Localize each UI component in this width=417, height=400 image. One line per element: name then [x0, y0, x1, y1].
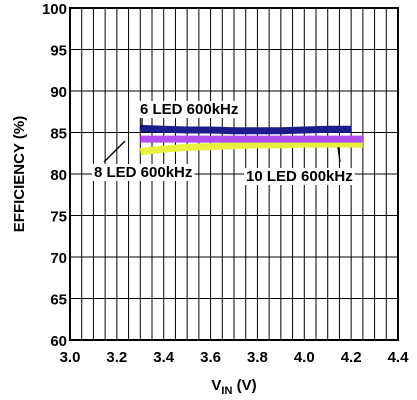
y-tick-label: 75: [50, 209, 67, 226]
annotation-10-led-background: [244, 168, 355, 185]
x-tick-label: 3.2: [106, 349, 127, 366]
x-tick-label: 4.0: [294, 349, 315, 366]
y-tick-label: 85: [50, 126, 67, 143]
annotation-8-led: 8 LED 600kHz: [94, 164, 192, 181]
x-axis-title: VIN (V): [211, 377, 256, 397]
annotation-10-led: 10 LED 600kHz: [246, 168, 353, 185]
x-tick-label: 3.4: [153, 349, 175, 366]
x-axis-title-main: V: [211, 377, 221, 394]
y-axis-title: EFFICIENCY (%): [11, 116, 28, 232]
series-line-3: [139, 140, 363, 156]
y-tick-label: 65: [50, 292, 67, 309]
y-tick-label: 70: [50, 250, 67, 267]
x-axis-title-unit: (V): [232, 377, 256, 394]
series-group: [139, 124, 363, 156]
y-tick-labels: 60 65 70 75 80 85 90 95 100: [42, 1, 67, 350]
y-tick-label: 100: [42, 1, 67, 18]
y-tick-label: 95: [50, 43, 67, 60]
x-axis-title-subscript: IN: [221, 385, 232, 397]
y-tick-label: 90: [50, 84, 67, 101]
x-tick-label: 3.6: [200, 349, 221, 366]
plot-frame: [69, 7, 399, 341]
y-tick-label: 80: [50, 167, 67, 184]
leader-line-8-led: [103, 140, 126, 163]
y-tick-label: 60: [50, 333, 67, 350]
x-tick-labels: 3.0 3.2 3.4 3.6 3.8 4.0 4.2 4.4: [60, 349, 410, 366]
annotation-8-led-background: [92, 164, 195, 181]
annotations: 6 LED 600kHz 8 LED 600kHz 10 LED 600kHz: [92, 101, 355, 185]
series-line-1: [140, 124, 352, 135]
annotation-6-led: 6 LED 600kHz: [140, 101, 238, 118]
x-tick-label: 3.8: [247, 349, 268, 366]
x-tick-label: 4.4: [388, 349, 410, 366]
x-tick-label: 4.2: [341, 349, 362, 366]
leader-line-10-led: [337, 146, 341, 163]
annotation-6-led-background: [138, 101, 241, 118]
x-tick-label: 3.0: [60, 349, 81, 366]
